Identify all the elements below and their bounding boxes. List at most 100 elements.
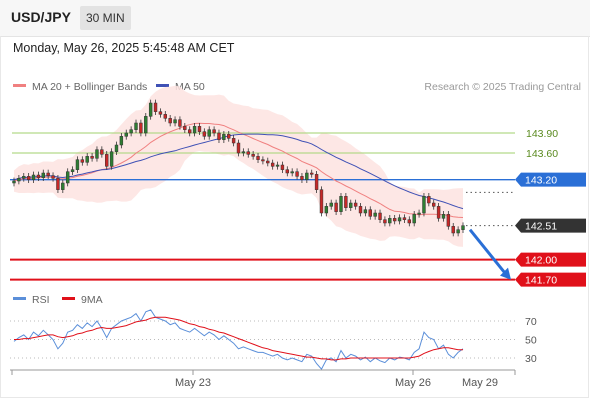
x-axis: May 23 May 26 May 29: [10, 369, 516, 389]
ma20-legend-swatch: [13, 84, 26, 87]
candle-body: [310, 172, 314, 175]
candle-body: [85, 156, 89, 163]
ma20-legend-label: MA 20 + Bollinger Bands: [32, 81, 147, 93]
candle-body: [305, 172, 309, 180]
candle-body: [461, 225, 465, 230]
rsi-line: [13, 309, 464, 370]
level-label: 143.90: [526, 128, 558, 140]
candle-body: [236, 142, 241, 154]
candle-body: [197, 126, 202, 132]
x-tick-label: May 26: [395, 377, 431, 389]
candle-body: [353, 202, 358, 207]
price-level-labels: 143.90 143.60 143.20 142.51 142.00 141.70: [515, 128, 586, 287]
ma50-legend-swatch: [156, 84, 169, 87]
candle-body: [178, 119, 182, 127]
chart-header: USD/JPY 30 MIN: [0, 0, 590, 37]
candle-body: [383, 219, 387, 224]
candle-body: [144, 116, 148, 134]
candle-body: [12, 180, 16, 184]
candle-body: [192, 126, 197, 134]
candle-body: [109, 151, 114, 167]
candle-body: [139, 122, 143, 134]
candle-body: [446, 214, 451, 227]
candle-body: [36, 174, 41, 178]
candle-body: [246, 151, 250, 155]
forecast-arrow: [468, 228, 511, 280]
level-label-box: [515, 172, 586, 187]
candle-body: [441, 214, 446, 219]
level-label: 142.00: [525, 255, 557, 267]
candle-body: [70, 169, 75, 172]
x-tick-label: May 23: [175, 377, 211, 389]
rsi-ma-line: [14, 316, 463, 361]
candle-body: [334, 202, 338, 212]
candle-body: [46, 172, 50, 176]
candle-body: [436, 206, 441, 219]
candle-body: [388, 218, 392, 224]
candle-body: [173, 119, 177, 124]
rsi-axis-label: 50: [525, 335, 537, 347]
rsi-panel: 70 50 30: [10, 309, 537, 370]
candle-body: [187, 129, 192, 134]
candle-body: [358, 206, 363, 214]
candle-body: [427, 196, 431, 204]
candle-body: [80, 159, 85, 163]
candle-body: [261, 159, 265, 162]
candle-body: [168, 118, 172, 124]
x-tick-label: May 29: [462, 377, 498, 389]
candle-body: [280, 164, 285, 170]
candle-body: [207, 129, 211, 137]
candle-body: [270, 162, 275, 167]
candle-body: [114, 144, 119, 152]
level-label-box: [515, 272, 586, 287]
candle-body: [26, 176, 31, 180]
datetime-text: Monday, May 26, 2025 5:45:48 AM CET: [13, 41, 235, 55]
candle-body: [124, 132, 128, 137]
interval-badge[interactable]: 30 MIN: [80, 6, 131, 30]
candle-body: [422, 196, 426, 214]
candle-body: [349, 202, 353, 208]
candle-body: [295, 171, 299, 177]
candle-body: [402, 217, 407, 220]
candle-body: [378, 212, 382, 220]
candle-body: [31, 174, 36, 180]
candle-body: [212, 129, 216, 134]
candle-body: [227, 134, 231, 139]
candle-body: [61, 182, 65, 190]
candle-body: [368, 209, 372, 217]
candle-body: [285, 169, 290, 174]
candle-body: [119, 136, 124, 146]
price-levels: [10, 132, 515, 281]
candle-body: [148, 102, 153, 117]
bollinger-band-area: [14, 85, 463, 247]
candle-body: [417, 212, 421, 215]
level-label-box: [515, 218, 586, 233]
candle-body: [266, 160, 270, 164]
candle-body: [363, 209, 368, 214]
candle-body: [300, 176, 304, 180]
candle-body: [231, 138, 236, 144]
candle-body: [22, 176, 26, 179]
candle-body: [105, 154, 109, 167]
candle-body: [275, 164, 280, 167]
rsi-ma-legend-label: 9MA: [81, 294, 103, 306]
arrow-shaft: [468, 228, 508, 276]
candle-body: [456, 229, 460, 234]
candle-body: [202, 131, 207, 137]
candle-body: [339, 196, 343, 212]
candle-body: [41, 172, 45, 178]
candle-body: [397, 217, 402, 222]
candle-body: [344, 196, 348, 208]
candle-body: [153, 102, 158, 112]
ma20-line: [13, 122, 464, 218]
candle-body: [100, 149, 104, 155]
rsi-legend-label: RSI: [32, 294, 50, 306]
level-label: 143.60: [526, 148, 558, 160]
level-label-box: [515, 252, 586, 267]
candle-body: [56, 178, 60, 190]
candle-body: [451, 226, 455, 234]
candle-body: [163, 114, 167, 119]
rsi-axis-label: 70: [525, 316, 537, 328]
candle-body: [432, 202, 436, 207]
